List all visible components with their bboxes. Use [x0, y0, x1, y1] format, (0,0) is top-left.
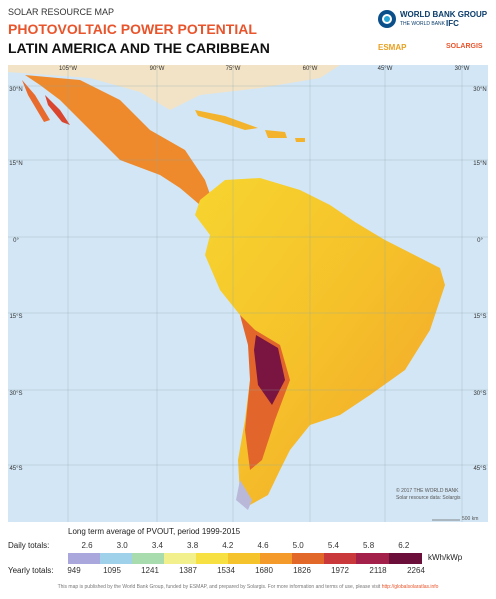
latitude-label: 30°N: [473, 87, 487, 93]
daily-value: 5.0: [292, 541, 304, 550]
wb-sub: THE WORLD BANK: [400, 21, 446, 27]
yearly-value: 1534: [217, 566, 235, 575]
wb-icon: [378, 10, 396, 28]
yearly-value: 949: [67, 566, 81, 575]
kicker: SOLAR RESOURCE MAP: [8, 7, 115, 17]
credit: © 2017 THE WORLD BANK: [396, 488, 459, 494]
latitude-label: 15°S: [473, 314, 487, 320]
latitude-label: 30°S: [9, 391, 23, 397]
longitude-label: 90°W: [149, 66, 165, 72]
solargis-logo: SOLARGIS: [446, 43, 483, 50]
latitude-label: 30°N: [9, 87, 23, 93]
latitude-label: 15°N: [473, 161, 487, 167]
daily-value: 3.4: [151, 541, 163, 550]
esmap-logo: ESMAP: [378, 43, 407, 52]
latitude-label: 15°N: [9, 161, 23, 167]
title: PHOTOVOLTAIC POWER POTENTIAL: [8, 21, 257, 37]
scale: 500 km: [462, 516, 479, 522]
latitude-label: 0°: [477, 238, 483, 244]
daily-value: 2.6: [81, 541, 93, 550]
daily-value: 3.0: [116, 541, 128, 550]
longitude-label: 60°W: [302, 66, 318, 72]
latitude-label: 30°S: [473, 391, 487, 397]
map: [8, 65, 488, 522]
footer-link[interactable]: http://globalsolaratlas.info: [381, 584, 439, 590]
latitude-label: 0°: [13, 238, 19, 244]
unit: kWh/kWp: [428, 553, 463, 562]
yearly-value: 1387: [179, 566, 197, 575]
yearly-value: 2264: [407, 566, 425, 575]
ifc-logo: IFC: [446, 19, 459, 28]
daily-value: 5.4: [327, 541, 339, 550]
color-bar: [68, 553, 422, 564]
daily-label: Daily totals:: [8, 541, 50, 550]
latitude-label: 45°S: [9, 466, 23, 472]
daily-value: 6.2: [398, 541, 410, 550]
yearly-value: 2118: [369, 566, 387, 575]
latitude-label: 45°S: [473, 466, 487, 472]
credit2: Solar resource data: Solargis: [396, 495, 461, 501]
daily-value: 5.8: [363, 541, 375, 550]
footer-text: This map is published by the World Bank …: [57, 584, 381, 590]
yearly-label: Yearly totals:: [8, 566, 54, 575]
footer: This map is published by the World Bank …: [0, 584, 496, 590]
yearly-value: 1826: [293, 566, 311, 575]
longitude-label: 105°W: [58, 66, 78, 72]
longitude-label: 45°W: [377, 66, 393, 72]
yearly-value: 1972: [331, 566, 349, 575]
subtitle: LATIN AMERICA AND THE CARIBBEAN: [8, 40, 270, 56]
legend-caption: Long term average of PVOUT, period 1999-…: [68, 527, 241, 536]
wb-logo: WORLD BANK GROUP: [400, 10, 488, 19]
yearly-value: 1680: [255, 566, 273, 575]
longitude-label: 30°W: [454, 66, 470, 72]
daily-value: 3.8: [187, 541, 199, 550]
latitude-label: 15°S: [9, 314, 23, 320]
daily-value: 4.2: [222, 541, 234, 550]
yearly-value: 1241: [141, 566, 159, 575]
daily-value: 4.6: [257, 541, 269, 550]
longitude-label: 75°W: [225, 66, 241, 72]
yearly-value: 1095: [103, 566, 121, 575]
